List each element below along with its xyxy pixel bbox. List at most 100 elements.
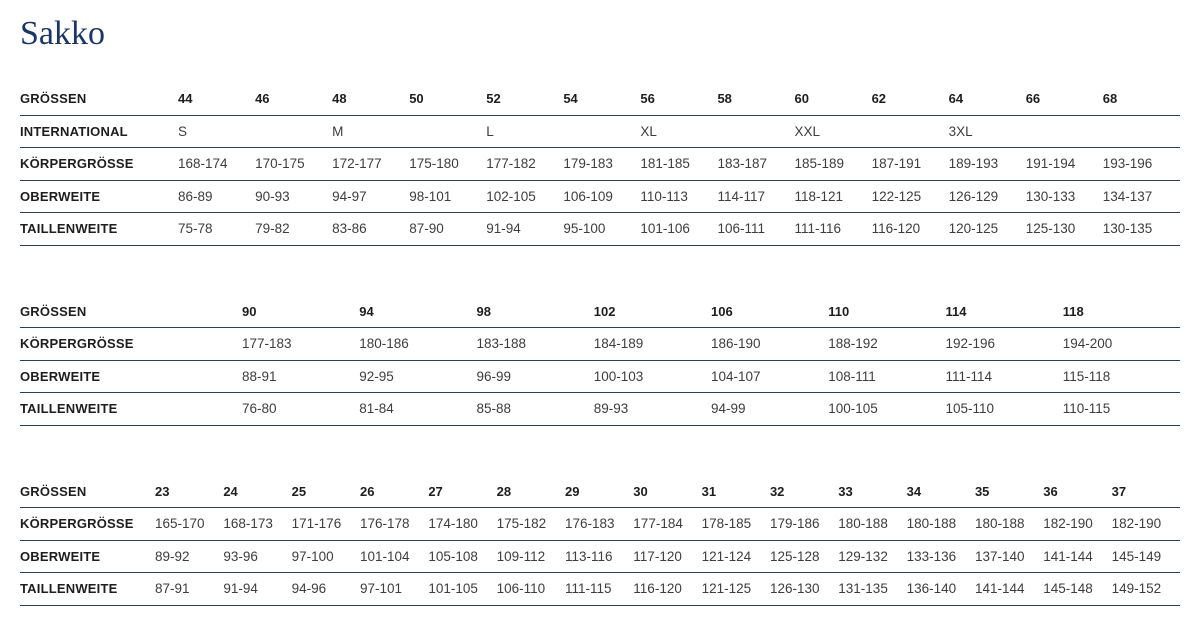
- value-cell: 111-114: [945, 368, 993, 384]
- value-cell: [563, 115, 640, 148]
- value-cell: 183-188: [476, 336, 527, 352]
- value-cell: 75-78: [178, 221, 213, 237]
- value-cell: 145-148: [1043, 581, 1093, 597]
- row-label: TAILLENWEITE: [20, 221, 118, 237]
- value-cell: 125-128: [769, 548, 820, 564]
- value-cell: 177-184: [633, 516, 683, 532]
- value-cell: 114-117: [717, 188, 765, 204]
- size-header-cell: 58: [717, 91, 732, 107]
- value-cell: 137-140: [974, 548, 1025, 564]
- value-cell: 86-89: [178, 188, 213, 204]
- value-cell: 90-93: [255, 188, 290, 204]
- value-cell: 92-95: [359, 368, 394, 384]
- value-cell: 184-189: [593, 336, 644, 352]
- value-cell: 102-105: [486, 188, 536, 204]
- value-cell: 175-182: [496, 516, 547, 532]
- value-cell: 180-188: [906, 516, 957, 532]
- value-cell: 79-82: [255, 221, 290, 237]
- size-header-cell: 102: [593, 303, 616, 319]
- size-header-cell: 24: [223, 483, 238, 499]
- value-cell: 76-80: [242, 401, 277, 417]
- value-cell: 182-190: [1043, 516, 1093, 532]
- value-cell: [409, 115, 486, 148]
- size-table-sizes-long: GRÖSSEN 90 94 98 102 106 110 114 118 KÖRPERGRÖSSE…: [20, 296, 1180, 426]
- table-row: TAILLENWEITE 76-80 81-84 85-88 89-93 94-99 100…: [20, 393, 1180, 426]
- value-cell: 98-101: [409, 188, 452, 204]
- size-header-cell: 60: [794, 91, 809, 107]
- size-header-cell: 23: [155, 483, 170, 499]
- value-cell: 94-99: [711, 401, 746, 417]
- size-table-sizes-regular: GRÖSSEN 44 46 48 50 52 54 56 58 60 62 64 66 68 INTERNA…: [20, 83, 1180, 246]
- size-header-cell: 35: [974, 483, 990, 499]
- value-cell: 193-196: [1102, 156, 1153, 172]
- value-cell: 149-152: [1111, 581, 1162, 597]
- table-row: TAILLENWEITE 75-78 79-82 83-86 87-90 91-94 95-…: [20, 213, 1180, 246]
- size-header-cell: 90: [242, 303, 257, 319]
- size-header-cell: 50: [409, 91, 424, 107]
- value-cell: 108-111: [828, 368, 876, 384]
- value-cell: 176-183: [564, 516, 615, 532]
- value-cell: 191-194: [1025, 156, 1076, 172]
- value-cell: 83-86: [332, 221, 367, 237]
- value-cell: 130-135: [1102, 221, 1153, 237]
- value-cell: 111-116: [794, 221, 842, 237]
- value-cell: 136-140: [906, 581, 957, 597]
- value-cell: 91-94: [486, 221, 521, 237]
- value-cell: 106-110: [496, 581, 546, 597]
- value-cell: 171-176: [291, 516, 342, 532]
- value-cell: S: [178, 123, 188, 139]
- value-cell: 116-120: [871, 221, 921, 237]
- value-cell: 189-193: [948, 156, 999, 172]
- value-cell: 168-174: [178, 156, 228, 172]
- value-cell: 174-180: [428, 516, 478, 532]
- size-header-cell: 54: [563, 91, 578, 107]
- size-header-cell: 32: [769, 483, 785, 499]
- value-cell: 106-111: [717, 221, 765, 237]
- value-cell: M: [332, 123, 344, 139]
- value-cell: 177-183: [242, 336, 292, 352]
- table-row: KÖRPERGRÖSSE 177-183 180-186 183-188 184-189…: [20, 328, 1180, 361]
- size-header-cell: 28: [496, 483, 512, 499]
- page-title: Sakko: [20, 15, 105, 52]
- size-header-cell: 36: [1043, 483, 1058, 499]
- row-label: OBERWEITE: [20, 548, 101, 564]
- value-cell: 179-183: [563, 156, 613, 172]
- size-tables: GRÖSSEN 44 46 48 50 52 54 56 58 60 62 64 66 68 INTERNA…: [20, 83, 1180, 606]
- value-cell: 168-173: [223, 516, 273, 532]
- size-header-cell: 37: [1111, 483, 1127, 499]
- value-cell: XL: [640, 123, 657, 139]
- value-cell: 187-191: [871, 156, 922, 172]
- size-header-cell: 52: [486, 91, 501, 107]
- value-cell: 87-90: [409, 221, 444, 237]
- value-cell: 94-97: [332, 188, 367, 204]
- row-label: KÖRPERGRÖSSE: [20, 516, 134, 532]
- value-cell: [1026, 115, 1103, 148]
- value-cell: 113-116: [564, 548, 613, 564]
- value-cell: [872, 115, 949, 148]
- value-cell: 116-120: [633, 581, 682, 597]
- value-cell: 117-120: [633, 548, 682, 564]
- value-cell: XXL: [794, 123, 821, 139]
- value-cell: [1103, 115, 1180, 148]
- size-header-cell: 31: [701, 483, 717, 499]
- value-cell: 180-186: [359, 336, 409, 352]
- value-cell: 165-170: [155, 516, 205, 532]
- value-cell: 110-113: [640, 188, 688, 204]
- value-cell: 122-125: [871, 188, 922, 204]
- value-cell: 96-99: [476, 368, 512, 384]
- row-label: GRÖSSEN: [20, 483, 87, 499]
- size-header-cell: 66: [1025, 91, 1041, 107]
- size-header-cell: 34: [906, 483, 922, 499]
- value-cell: 126-129: [948, 188, 999, 204]
- size-header-cell: 62: [871, 91, 887, 107]
- table-row: KÖRPERGRÖSSE 165-170 168-173 171-176 176-178…: [20, 508, 1180, 541]
- row-label: OBERWEITE: [20, 188, 101, 204]
- size-header-cell: 25: [291, 483, 307, 499]
- size-header-cell: 68: [1102, 91, 1118, 107]
- value-cell: 100-103: [593, 368, 644, 384]
- value-cell: 182-190: [1111, 516, 1162, 532]
- size-header-cell: 27: [428, 483, 443, 499]
- row-label: OBERWEITE: [20, 368, 101, 384]
- size-header-cell: 114: [945, 303, 967, 319]
